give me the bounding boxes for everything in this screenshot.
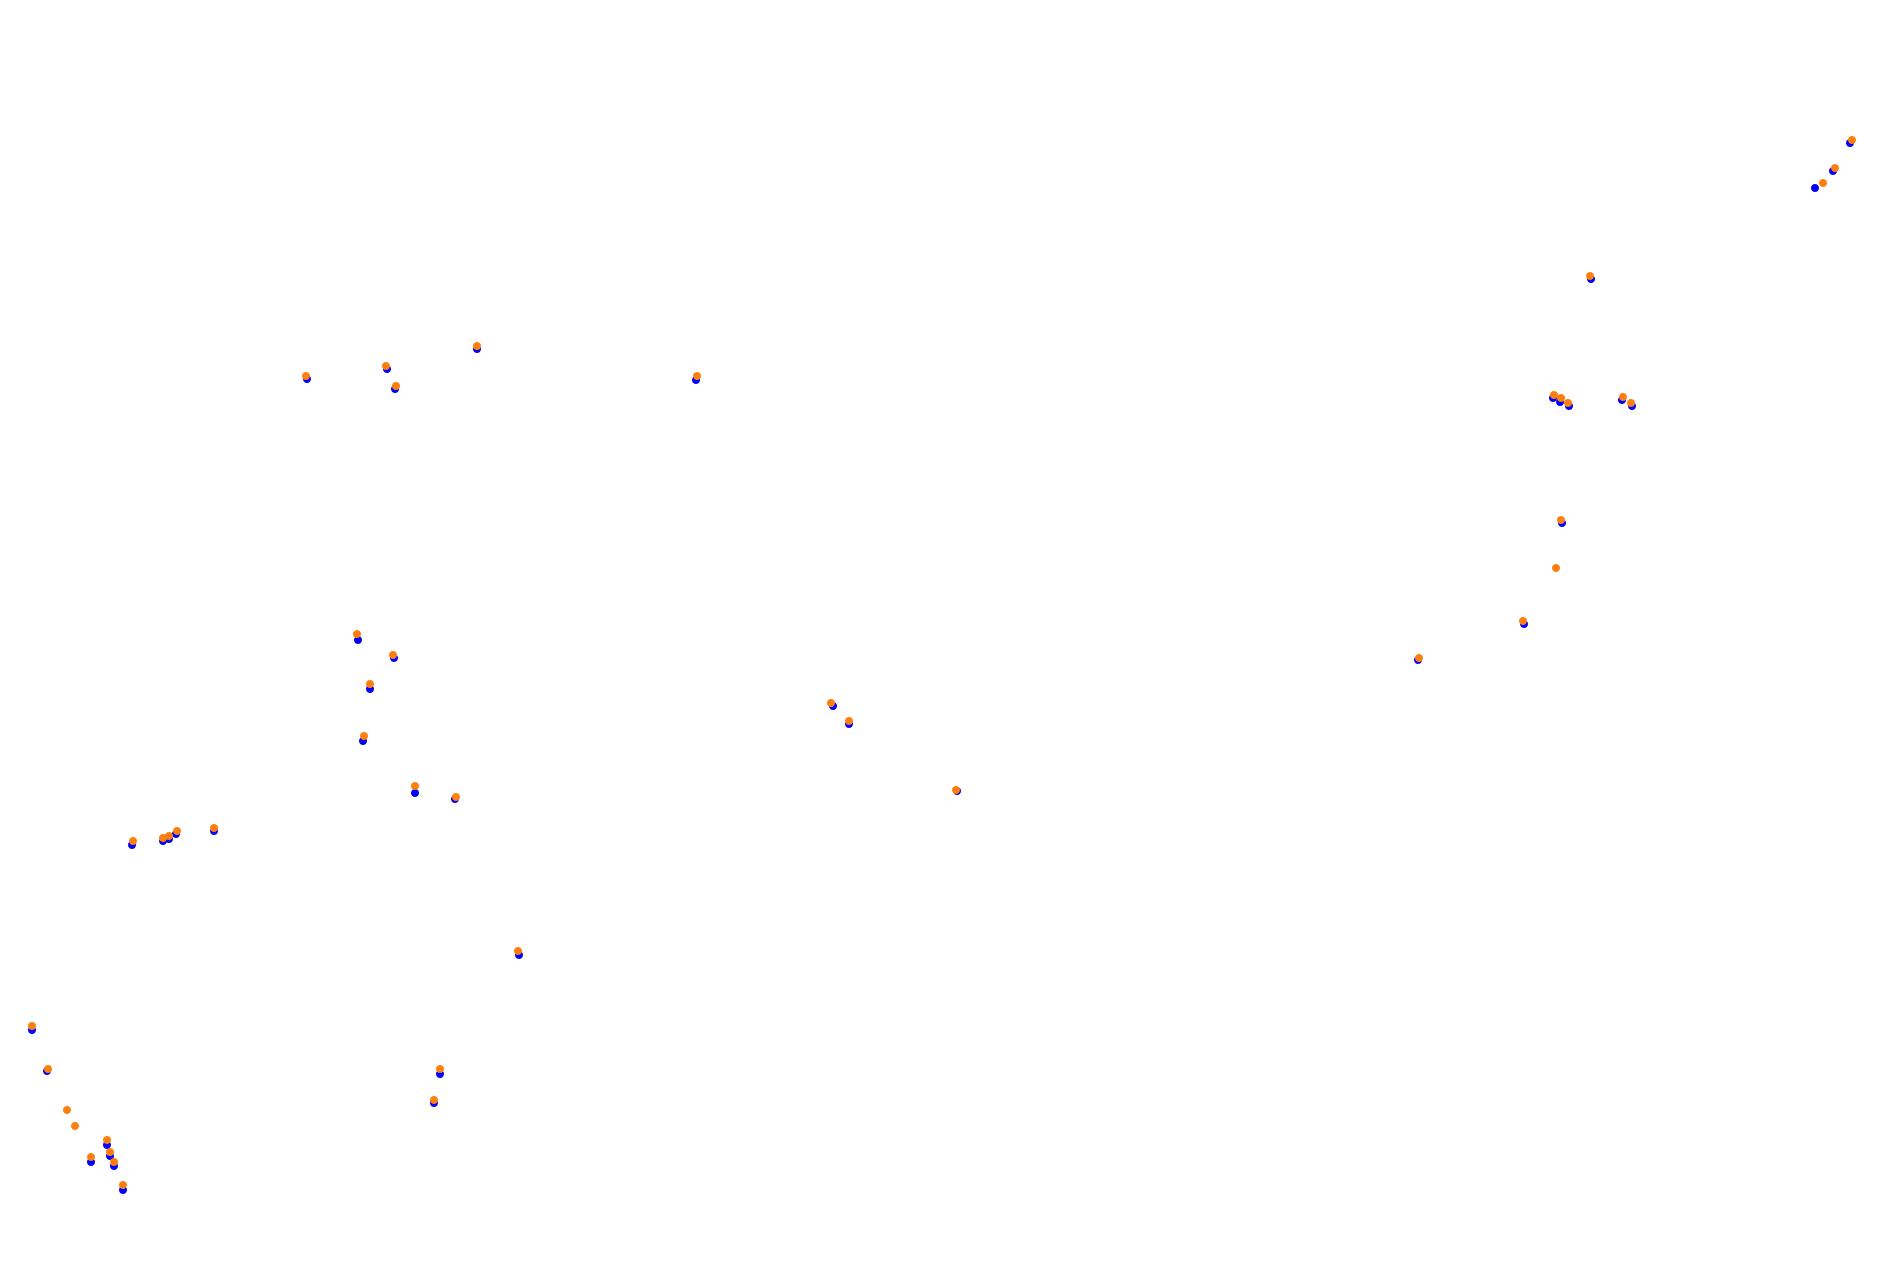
series-layer [28, 136, 1856, 1194]
data-point [845, 717, 853, 725]
data-point [514, 947, 522, 955]
data-point [44, 1065, 52, 1073]
data-point [87, 1153, 95, 1161]
data-point [436, 1065, 444, 1073]
data-point [452, 793, 460, 801]
data-point [827, 699, 835, 707]
data-point [1831, 164, 1839, 172]
data-point [173, 827, 181, 835]
data-point [411, 789, 419, 797]
data-point [165, 832, 173, 840]
data-point [430, 1096, 438, 1104]
data-point [389, 651, 397, 659]
data-point [1619, 393, 1627, 401]
data-point [411, 782, 419, 790]
data-point [1811, 184, 1819, 192]
data-point [119, 1181, 127, 1189]
data-point [110, 1158, 118, 1166]
data-point [71, 1122, 79, 1130]
data-point [952, 786, 960, 794]
data-point [1552, 564, 1560, 572]
data-point [473, 342, 481, 350]
data-point [103, 1136, 111, 1144]
data-point [210, 824, 218, 832]
data-point [1550, 391, 1558, 399]
data-point [1415, 654, 1423, 662]
data-point [63, 1106, 71, 1114]
data-point [1564, 399, 1572, 407]
data-point [392, 382, 400, 390]
data-point [1557, 394, 1565, 402]
data-point [1557, 516, 1565, 524]
data-point [1848, 136, 1856, 144]
data-point [106, 1148, 114, 1156]
data-point [360, 732, 368, 740]
data-point [693, 372, 701, 380]
data-point [129, 837, 137, 845]
data-point [28, 1022, 36, 1030]
data-point [354, 636, 362, 644]
data-point [1627, 399, 1635, 407]
data-point [366, 680, 374, 688]
data-point [353, 630, 361, 638]
data-point [1519, 617, 1527, 625]
series-2 [28, 136, 1856, 1189]
data-point [1819, 179, 1827, 187]
data-point [302, 372, 310, 380]
data-point [1586, 272, 1594, 280]
data-point [382, 362, 390, 370]
